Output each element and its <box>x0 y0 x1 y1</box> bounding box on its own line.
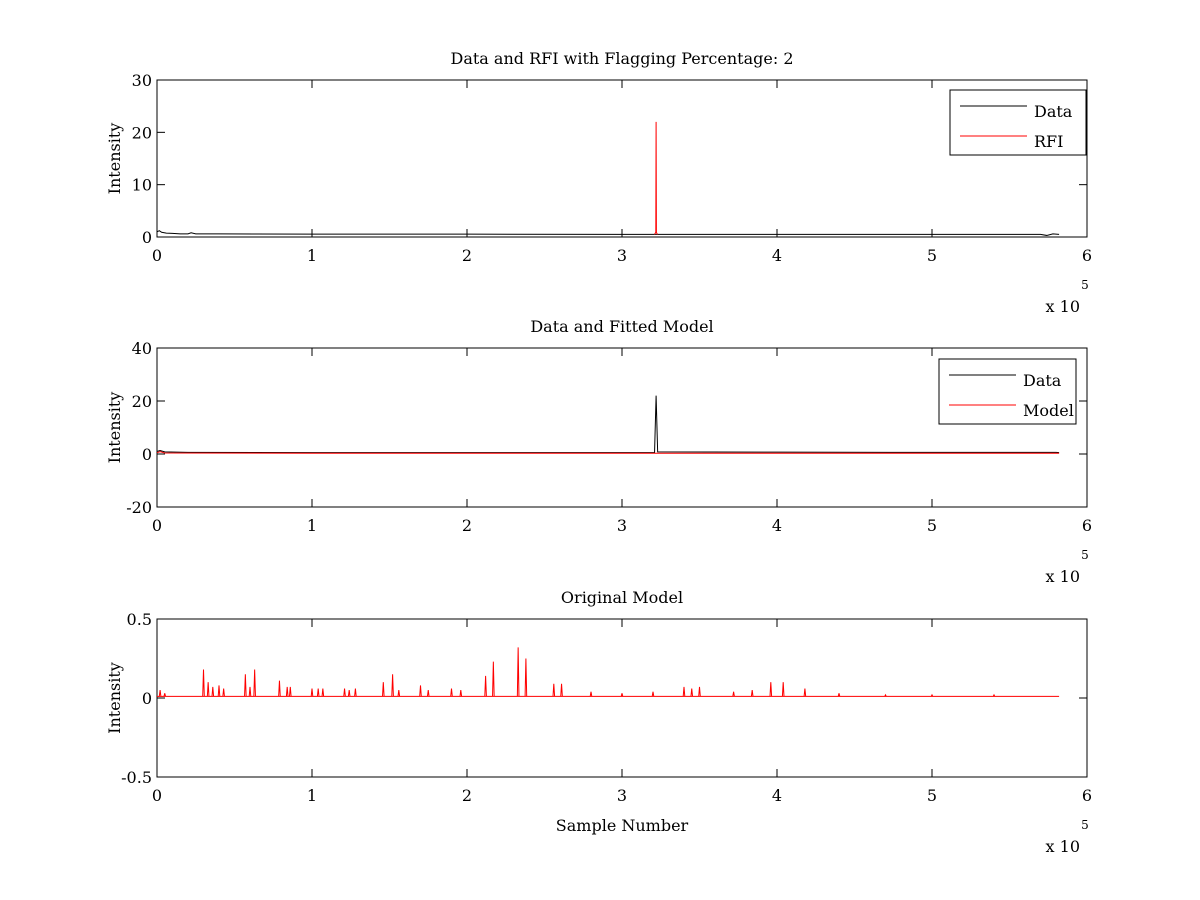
x-multiplier-exponent: 5 <box>1081 278 1089 292</box>
series-group <box>157 395 1060 454</box>
x-tick-label: 3 <box>617 786 627 805</box>
chart-title: Data and Fitted Model <box>530 317 713 336</box>
legend: Data Model <box>938 358 1077 425</box>
legend: Data RFI <box>949 89 1087 156</box>
x-multiplier-base: x 10 <box>1046 567 1080 586</box>
x-multiplier-exponent: 5 <box>1081 548 1089 562</box>
x-tick-label: 3 <box>617 246 627 265</box>
x-tick-label: 3 <box>617 516 627 535</box>
x-tick-label: 5 <box>927 246 937 265</box>
x-tick-label: 1 <box>307 786 317 805</box>
y-tick-label: 0.5 <box>127 610 152 629</box>
x-tick-label: 5 <box>927 786 937 805</box>
chart-title: Data and RFI with Flagging Percentage: 2 <box>450 49 793 68</box>
y-tick-label: -20 <box>126 498 152 517</box>
y-tick-label: 20 <box>132 392 152 411</box>
y-tick-label: -0.5 <box>121 768 152 787</box>
y-axis-label: Intensity <box>105 123 124 195</box>
x-axis-label: Sample Number <box>556 816 689 835</box>
y-tick-label: 40 <box>132 339 152 358</box>
y-tick-label: 0 <box>142 228 152 247</box>
y-tick-label: 0 <box>142 445 152 464</box>
x-tick-label: 4 <box>772 786 782 805</box>
x-tick-label: 0 <box>152 786 162 805</box>
x-multiplier-base: x 10 <box>1046 297 1080 316</box>
y-tick-label: 30 <box>132 71 152 90</box>
series-line-rfi <box>654 121 658 235</box>
legend-label-data: Data <box>1034 102 1073 121</box>
legend-label-rfi: RFI <box>1034 132 1063 151</box>
x-tick-label: 1 <box>307 246 317 265</box>
series-line-1 <box>157 647 1060 697</box>
plot-area <box>156 79 1088 238</box>
x-tick-label: 6 <box>1082 516 1092 535</box>
series-line-model <box>157 451 1060 454</box>
x-tick-label: 6 <box>1082 786 1092 805</box>
series-line-data <box>157 395 1060 454</box>
x-tick-label: 1 <box>307 516 317 535</box>
legend-box <box>949 89 1087 156</box>
plot-area <box>156 347 1088 508</box>
legend-label-data: Data <box>1023 371 1062 390</box>
y-tick-label: 20 <box>132 123 152 142</box>
legend-label-model: Model <box>1023 401 1074 420</box>
y-axis-label: Intensity <box>105 662 124 734</box>
x-multiplier-base: x 10 <box>1046 837 1080 856</box>
x-tick-label: 4 <box>772 246 782 265</box>
y-tick-label: 0 <box>142 689 152 708</box>
x-tick-label: 0 <box>152 516 162 535</box>
x-tick-label: 2 <box>462 246 472 265</box>
chart-title: Original Model <box>561 588 683 607</box>
x-tick-label: 2 <box>462 786 472 805</box>
series-group <box>157 647 1060 697</box>
x-tick-label: 6 <box>1082 246 1092 265</box>
x-tick-label: 4 <box>772 516 782 535</box>
plot-area <box>156 618 1088 778</box>
x-tick-label: 2 <box>462 516 472 535</box>
x-tick-label: 0 <box>152 246 162 265</box>
y-tick-label: 10 <box>132 176 152 195</box>
y-axis-label: Intensity <box>105 392 124 464</box>
x-tick-label: 5 <box>927 516 937 535</box>
legend-box <box>938 358 1077 425</box>
x-multiplier-exponent: 5 <box>1081 818 1089 832</box>
